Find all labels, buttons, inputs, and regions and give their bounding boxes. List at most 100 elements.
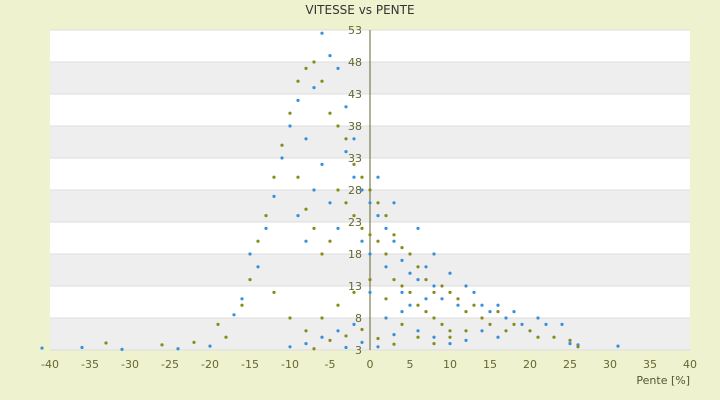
data-point xyxy=(536,335,540,339)
data-point xyxy=(80,345,84,350)
data-point xyxy=(488,322,492,326)
data-point xyxy=(392,333,396,337)
data-point xyxy=(528,329,532,333)
data-point xyxy=(360,226,364,230)
data-point xyxy=(344,334,348,338)
data-point xyxy=(560,322,564,326)
data-point xyxy=(488,310,492,314)
data-point xyxy=(336,66,340,70)
data-point xyxy=(480,303,484,307)
data-point xyxy=(496,335,500,339)
data-point xyxy=(376,201,380,205)
x-tick-label: -30 xyxy=(121,358,139,371)
data-point xyxy=(408,271,412,275)
data-point xyxy=(392,201,396,205)
data-point xyxy=(568,338,572,342)
y-tick-label: 8 xyxy=(355,312,362,325)
data-point xyxy=(312,60,316,64)
data-point xyxy=(336,188,340,192)
data-point xyxy=(368,201,372,205)
data-point xyxy=(448,342,452,346)
data-point xyxy=(376,214,380,218)
data-point xyxy=(432,342,436,346)
data-point xyxy=(552,335,556,339)
data-point xyxy=(392,278,396,282)
data-point xyxy=(336,226,340,230)
data-point xyxy=(440,297,444,301)
data-point xyxy=(400,310,404,314)
data-point xyxy=(288,316,292,320)
data-point xyxy=(232,313,236,317)
data-point xyxy=(456,297,460,301)
data-point xyxy=(272,290,276,294)
data-point xyxy=(400,258,404,262)
data-point xyxy=(336,124,340,128)
data-point xyxy=(448,290,452,294)
data-point xyxy=(504,316,508,320)
data-point xyxy=(512,322,516,326)
x-tick-label: 5 xyxy=(407,358,414,371)
data-point xyxy=(344,105,348,109)
x-tick-label: -10 xyxy=(281,358,299,371)
data-point xyxy=(504,329,508,333)
x-tick-label: 35 xyxy=(643,358,657,371)
data-point xyxy=(248,278,252,282)
data-point xyxy=(440,322,444,326)
data-point xyxy=(352,137,356,141)
data-point xyxy=(392,342,396,346)
x-tick-label: -20 xyxy=(201,358,219,371)
data-point xyxy=(368,252,372,256)
data-point xyxy=(448,271,452,275)
data-point xyxy=(432,335,436,339)
data-point xyxy=(408,252,412,256)
data-point xyxy=(160,343,164,347)
data-point xyxy=(424,310,428,314)
data-point xyxy=(472,303,476,307)
data-point xyxy=(320,79,324,83)
data-point xyxy=(192,340,196,344)
data-point xyxy=(424,297,428,301)
y-tick-label: 38 xyxy=(348,120,362,133)
data-point xyxy=(424,278,428,282)
y-tick-label: 53 xyxy=(348,24,362,37)
data-point xyxy=(480,329,484,333)
data-point xyxy=(280,143,284,147)
data-point xyxy=(240,297,244,301)
data-point xyxy=(344,345,348,350)
data-point xyxy=(544,322,548,326)
data-point xyxy=(536,316,540,320)
data-point xyxy=(400,246,404,250)
data-point xyxy=(312,347,316,351)
data-point xyxy=(288,345,292,349)
x-tick-label: -40 xyxy=(41,358,59,371)
data-point xyxy=(296,214,300,218)
data-point xyxy=(424,265,428,269)
data-point xyxy=(360,175,364,179)
y-tick-label: 13 xyxy=(348,280,362,293)
data-point xyxy=(224,335,228,339)
data-point xyxy=(408,303,412,307)
data-point xyxy=(408,290,412,294)
data-point xyxy=(304,239,308,243)
data-point xyxy=(256,239,260,243)
data-point xyxy=(208,344,212,348)
x-axis-label: Pente [%] xyxy=(636,374,690,387)
x-tick-label: -5 xyxy=(325,358,336,371)
data-point xyxy=(432,316,436,320)
data-point xyxy=(456,303,460,307)
data-point xyxy=(272,194,276,198)
data-point xyxy=(304,329,308,333)
data-point xyxy=(336,303,340,307)
data-point xyxy=(448,335,452,339)
data-point xyxy=(296,98,300,102)
data-point xyxy=(296,79,300,83)
y-tick-label: 18 xyxy=(348,248,362,261)
x-tick-label: 15 xyxy=(483,358,497,371)
data-point xyxy=(416,278,420,282)
data-point xyxy=(384,297,388,301)
data-point xyxy=(312,226,316,230)
data-point xyxy=(432,284,436,288)
data-point xyxy=(392,233,396,237)
